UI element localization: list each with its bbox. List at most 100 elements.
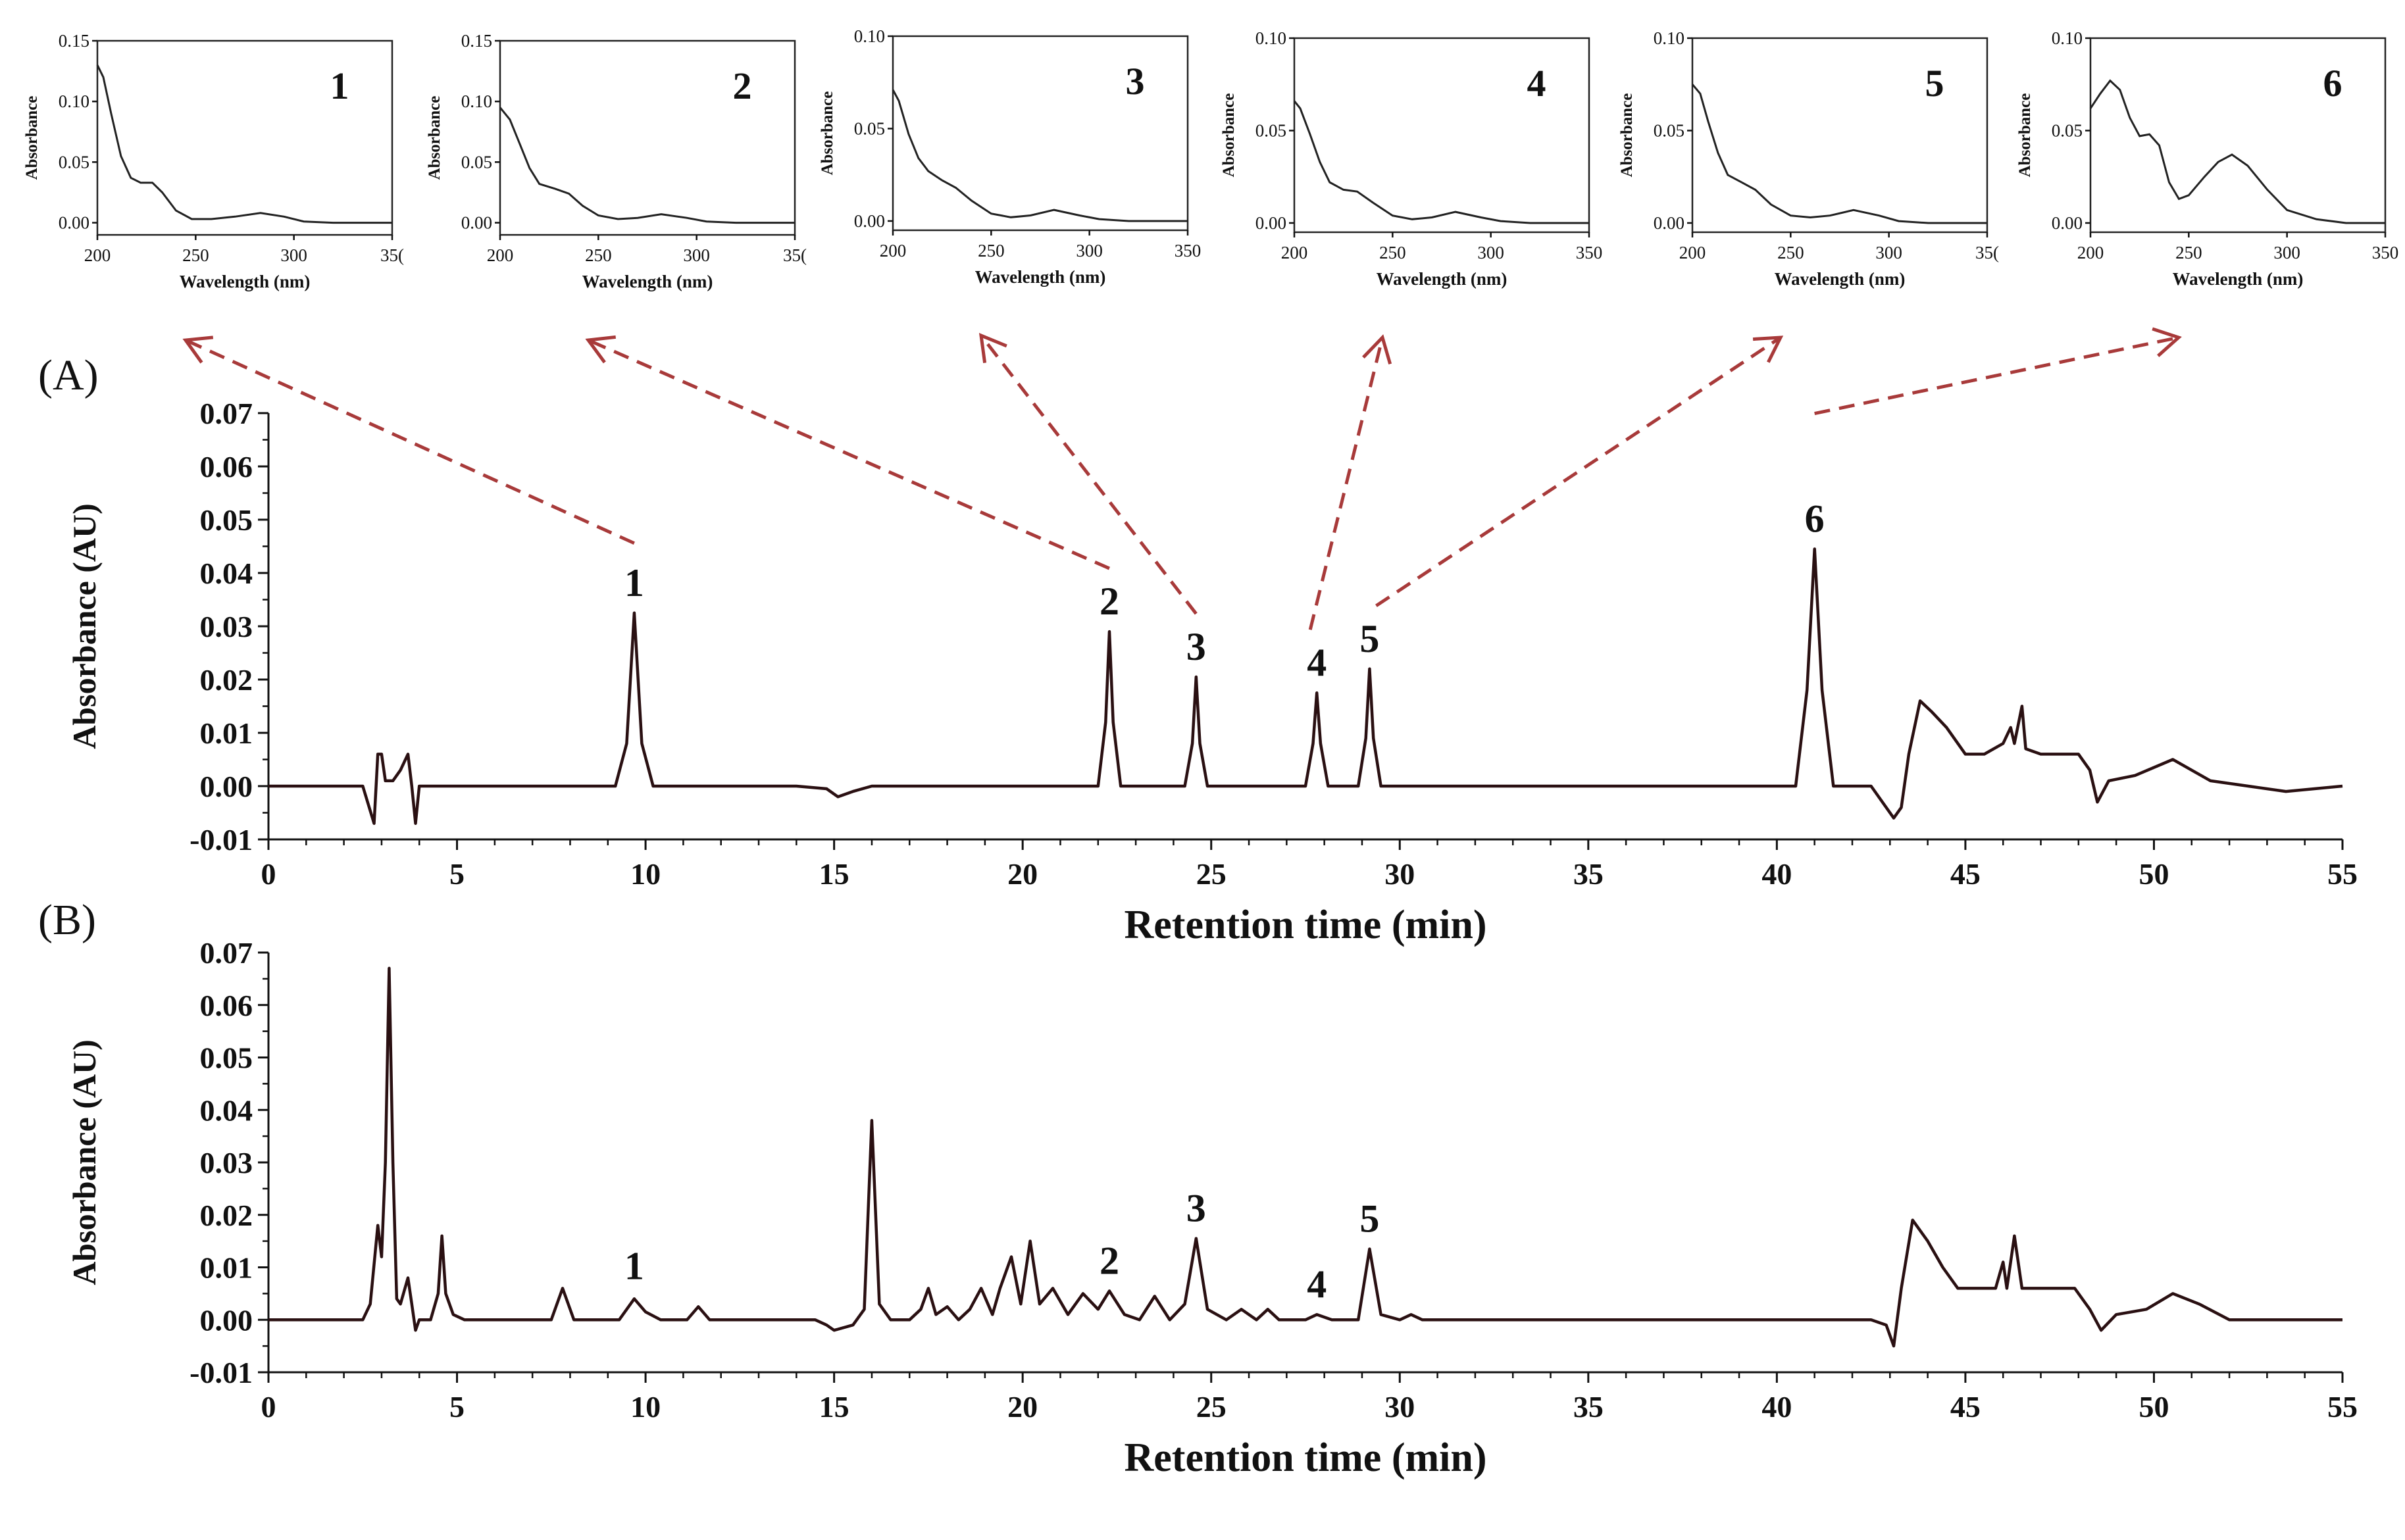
spectrum-x-tick-label: 300 [2273, 243, 2300, 262]
x-tick-label: 10 [630, 1390, 661, 1424]
spectrum-x-tick-label: 200 [1281, 243, 1308, 262]
spectrum-y-tick-label: 0.00 [59, 213, 89, 233]
spectrum-y-tick-label: 0.15 [59, 31, 89, 51]
spectrum-y-tick-label: 0.10 [854, 26, 885, 46]
spectrum-y-tick-label: 0.00 [461, 213, 492, 233]
spectrum-y-title: Absorbance [819, 91, 836, 176]
x-axis-title: Retention time (min) [1125, 903, 1487, 947]
spectrum-frame [96, 39, 393, 236]
spectrum-x-tick-label: 300 [1076, 241, 1103, 261]
spectrum-x-tick-label: 300 [683, 245, 710, 265]
spectrum-y-tick-label: 0.00 [854, 211, 885, 231]
spectrum-x-title: Wavelength (nm) [582, 272, 713, 291]
y-tick-label: 0.03 [200, 1146, 253, 1180]
spectrum-y-title: Absorbance [2016, 93, 2034, 178]
spectrum-frame [499, 39, 796, 236]
x-tick-label: 20 [1007, 857, 1038, 891]
spectrum-y-title: Absorbance [426, 96, 443, 180]
peak-label-3: 3 [1186, 625, 1206, 668]
x-tick-label: 55 [2327, 857, 2358, 891]
spectrum-number: 1 [330, 64, 349, 107]
y-tick-label: 0.03 [200, 610, 253, 643]
spectrum-x-tick-label: 250 [2175, 243, 2202, 262]
spectrum-y-tick-label: 0.10 [59, 91, 89, 111]
y-tick-label: 0.01 [200, 1251, 253, 1285]
y-tick-label: 0.04 [200, 557, 253, 590]
spectrum-y-title: Absorbance [23, 96, 41, 180]
x-tick-label: 40 [1761, 857, 1792, 891]
y-axis-title: Absorbance (AU) [66, 1039, 103, 1285]
spectrum-y-tick-label: 0.05 [59, 152, 89, 172]
peak-label-1: 1 [624, 561, 644, 605]
spectrum-x-tick-label: 350 [2372, 243, 2399, 262]
peak-label-3: 3 [1186, 1187, 1206, 1230]
uv-spectrum-3: 0.00 0.05 0.10 200 250 300 350 Wavelength (nm) A… [819, 26, 1201, 287]
spectrum-y-title: Absorbance [1220, 93, 1238, 178]
spectrum-x-tick-label: 200 [1679, 243, 1706, 262]
y-tick-label: 0.00 [200, 770, 253, 803]
spectrum-x-tick-label: 200 [880, 241, 907, 261]
spectrum-y-title: Absorbance [1618, 93, 1636, 178]
spectrum-trace [499, 107, 795, 224]
spectrum-y-tick-label: 0.10 [1255, 28, 1286, 48]
x-tick-label: 50 [2139, 1390, 2169, 1424]
spectrum-x-tick-label: 350 [1576, 243, 1603, 262]
spectrum-x-tick-label: 35( [1975, 243, 1999, 262]
y-tick-label: 0.07 [200, 936, 253, 970]
y-tick-label: -0.01 [190, 1356, 253, 1389]
spectrum-x-tick-label: 250 [978, 241, 1005, 261]
x-tick-label: 55 [2327, 1390, 2358, 1424]
spectrum-link-arrows [182, 327, 2182, 630]
spectrum-x-tick-label: 250 [1777, 243, 1804, 262]
uv-spectrum-4: 0.00 0.05 0.10 200 250 300 350 Wavelength (nm) A… [1220, 28, 1602, 289]
arrow-head-4 [1362, 334, 1392, 365]
spectrum-trace [1691, 84, 1987, 224]
arrow-to-spectrum-5 [1375, 335, 1782, 607]
x-tick-label: 50 [2139, 857, 2169, 891]
y-tick-label: 0.02 [200, 1199, 253, 1232]
spectrum-x-title: Wavelength (nm) [1775, 269, 1906, 289]
peak-label-4: 4 [1307, 1262, 1327, 1306]
spectrum-number: 6 [2323, 62, 2342, 105]
x-tick-label: 30 [1384, 857, 1415, 891]
chromatogram-a: -0.01 0.00 0.01 0.02 0.03 0.04 0.05 0.06 0.07 0 5 1… [66, 397, 2358, 947]
spectrum-number: 3 [1126, 60, 1145, 103]
spectrum-x-title: Wavelength (nm) [180, 272, 311, 291]
spectrum-x-tick-label: 300 [280, 245, 307, 265]
x-tick-label: 5 [449, 1390, 465, 1424]
x-tick-label: 10 [630, 857, 661, 891]
peak-label-6: 6 [1805, 497, 1825, 541]
y-tick-label: 0.01 [200, 716, 253, 750]
y-tick-label: 0.05 [200, 503, 253, 537]
arrow-head-2 [585, 335, 617, 364]
x-tick-label: 0 [261, 1390, 276, 1424]
spectrum-y-tick-label: 0.10 [2052, 28, 2083, 48]
x-tick-label: 35 [1573, 1390, 1604, 1424]
spectrum-frame [1691, 37, 1988, 234]
spectrum-trace [96, 64, 392, 224]
peak-label-4: 4 [1307, 641, 1327, 684]
y-tick-label: 0.06 [200, 450, 253, 484]
spectrum-number: 5 [1925, 62, 1944, 105]
arrow-to-spectrum-2 [587, 338, 1110, 570]
x-tick-label: 35 [1573, 857, 1604, 891]
spectrum-x-tick-label: 200 [487, 245, 514, 265]
y-tick-label: 0.05 [200, 1041, 253, 1075]
panel-b-label: (B) [38, 896, 96, 944]
spectrum-frame [2089, 37, 2387, 234]
arrow-head-1 [182, 335, 214, 364]
uv-spectrum-2: 0.00 0.05 0.10 0.15 200 250 300 35(Wavelength (… [426, 31, 807, 291]
y-axis-title: Absorbance (AU) [66, 503, 103, 749]
spectrum-x-tick-label: 200 [84, 245, 111, 265]
peak-label-1: 1 [624, 1244, 644, 1287]
spectrum-x-title: Wavelength (nm) [2173, 269, 2304, 289]
spectrum-x-tick-label: 250 [1379, 243, 1406, 262]
peak-label-5: 5 [1359, 1197, 1379, 1241]
spectrum-y-tick-label: 0.10 [461, 91, 492, 111]
x-tick-label: 25 [1196, 1390, 1227, 1424]
x-axis-title: Retention time (min) [1125, 1435, 1487, 1480]
y-tick-label: 0.04 [200, 1093, 253, 1127]
spectrum-x-tick-label: 250 [182, 245, 209, 265]
x-tick-label: 5 [449, 857, 465, 891]
